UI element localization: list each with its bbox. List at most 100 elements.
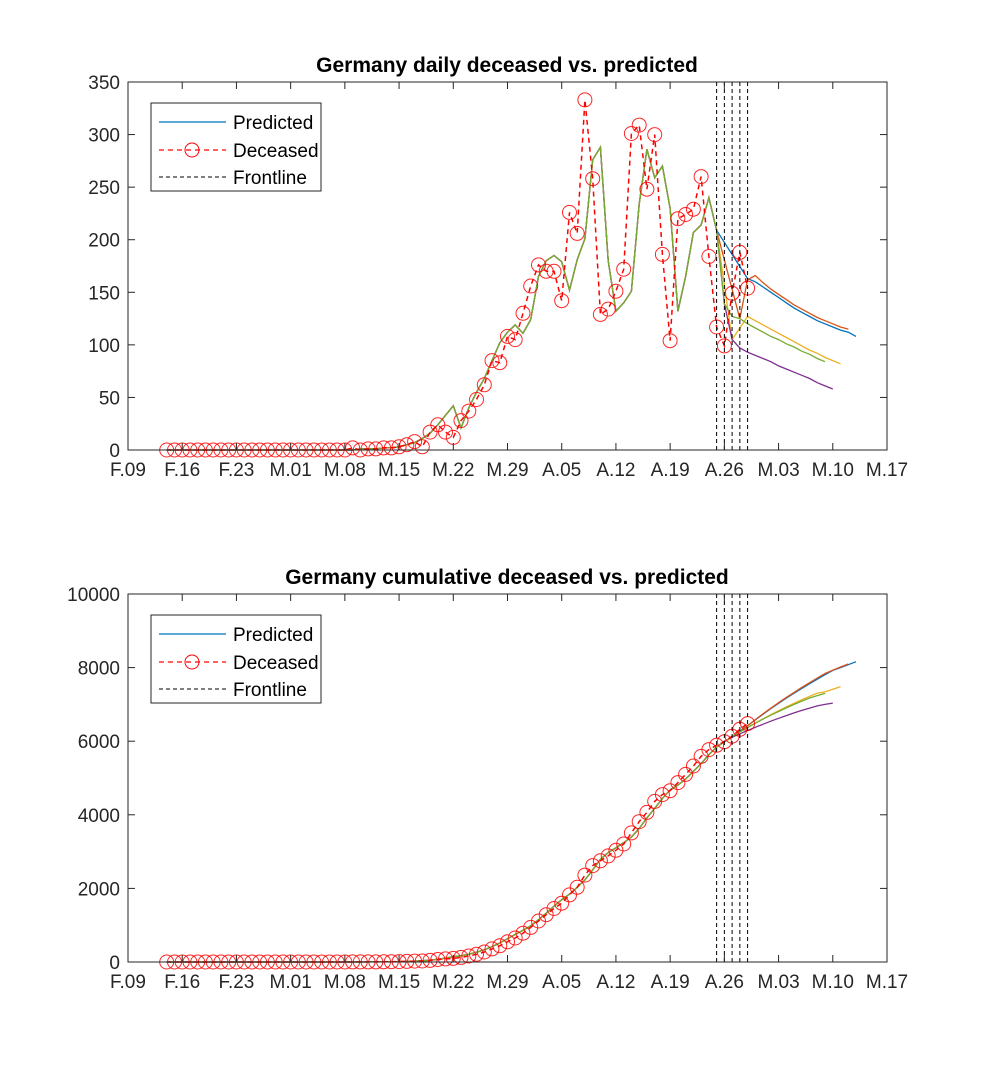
deceased-point (670, 211, 686, 227)
x-tick-label: M.22 (432, 460, 474, 481)
deceased-point (500, 934, 515, 950)
deceased-point (608, 842, 624, 858)
deceased-point (678, 766, 694, 782)
deceased-point (623, 126, 639, 141)
deceased-point (414, 439, 430, 455)
deceased-point (546, 263, 562, 279)
x-tick-label: A.19 (651, 972, 690, 993)
deceased-point (685, 758, 701, 774)
x-tick-label: A.12 (596, 972, 635, 993)
deceased-point (484, 941, 500, 957)
deceased-point (647, 127, 663, 143)
deceased-point (654, 246, 670, 262)
deceased-point (685, 201, 701, 217)
deceased-point (515, 925, 531, 941)
deceased-point (554, 895, 570, 911)
deceased-point (531, 913, 546, 929)
deceased-point (461, 403, 477, 419)
deceased-point (616, 836, 632, 852)
deceased-point (484, 353, 500, 369)
x-tick-label: F.16 (164, 972, 200, 993)
deceased-point (414, 953, 430, 969)
x-tick-label: A.05 (542, 972, 581, 993)
legend-entry: Deceased (233, 653, 319, 674)
x-tick-label: M.01 (270, 460, 312, 481)
x-tick-label: M.15 (378, 460, 420, 481)
deceased-point (376, 440, 392, 456)
legend-entry: Deceased (233, 141, 319, 162)
y-tick-label: 350 (88, 73, 120, 94)
deceased-point (383, 440, 399, 456)
x-tick-label: M.17 (866, 972, 908, 993)
x-tick-label: M.10 (812, 972, 854, 993)
x-tick-label: M.29 (486, 972, 528, 993)
y-tick-label: 200 (88, 231, 120, 252)
y-tick-label: 2000 (78, 879, 120, 900)
deceased-point (562, 887, 577, 903)
deceased-point (538, 907, 554, 923)
x-tick-label: F.23 (218, 460, 254, 481)
deceased-point (693, 169, 709, 185)
deceased-point (639, 181, 655, 197)
deceased-point (654, 787, 670, 803)
deceased-point (639, 804, 655, 820)
x-tick-label: M.03 (757, 460, 799, 481)
deceased-point (569, 879, 585, 895)
x-tick-label: M.15 (378, 972, 420, 993)
deceased-point (345, 440, 361, 456)
deceased-point (600, 848, 616, 864)
deceased-point (438, 951, 453, 967)
deceased-point (430, 952, 446, 967)
legend-box (150, 614, 322, 704)
deceased-point (616, 261, 632, 277)
deceased-point (407, 953, 423, 969)
deceased-point (492, 938, 508, 954)
deceased-point (368, 441, 384, 457)
x-tick-label: A.19 (651, 460, 690, 481)
y-tick-label: 150 (88, 283, 120, 304)
deceased-point (438, 424, 453, 440)
deceased-point (608, 283, 624, 299)
y-tick-label: 250 (88, 178, 120, 199)
legend-box (150, 102, 322, 192)
x-tick-label: A.26 (705, 460, 744, 481)
x-tick-label: M.01 (270, 972, 312, 993)
chart-title: Germany daily deceased vs. predicted (316, 54, 698, 77)
deceased-point (662, 783, 678, 799)
y-tick-label: 100 (88, 336, 120, 357)
legend-entry: Frontline (233, 168, 307, 189)
deceased-point (585, 858, 601, 874)
deceased-point (399, 953, 415, 969)
deceased-point (670, 775, 686, 791)
legend: Predicted Deceased Frontline (150, 102, 322, 192)
deceased-point (391, 439, 407, 455)
legend-entry: Predicted (233, 625, 313, 646)
deceased-point (701, 249, 717, 264)
y-tick-label: 8000 (78, 659, 120, 680)
x-tick-label: M.08 (324, 460, 366, 481)
deceased-point (562, 204, 577, 220)
deceased-point (507, 930, 523, 946)
deceased-point (360, 441, 376, 457)
legend-entry: Frontline (233, 680, 307, 701)
deceased-point (678, 207, 694, 222)
y-tick-label: 4000 (78, 806, 120, 827)
deceased-point (469, 946, 484, 962)
deceased-point (546, 901, 562, 916)
y-tick-label: 0 (109, 953, 120, 974)
x-tick-label: F.23 (218, 972, 254, 993)
x-tick-label: M.22 (432, 972, 474, 993)
legend-entry: Predicted (233, 113, 313, 134)
deceased-point (422, 952, 438, 968)
x-tick-label: F.16 (164, 460, 200, 481)
y-tick-label: 10000 (67, 585, 120, 606)
legend-deceased-marker (184, 654, 200, 670)
deceased-point (453, 949, 469, 965)
deceased-point (701, 742, 717, 758)
chart-title: Germany cumulative deceased vs. predicte… (285, 566, 729, 589)
deceased-point (538, 263, 554, 279)
deceased-point (507, 332, 523, 348)
deceased-point (554, 293, 570, 309)
deceased-point (515, 305, 531, 321)
legend-deceased-marker (184, 142, 200, 158)
